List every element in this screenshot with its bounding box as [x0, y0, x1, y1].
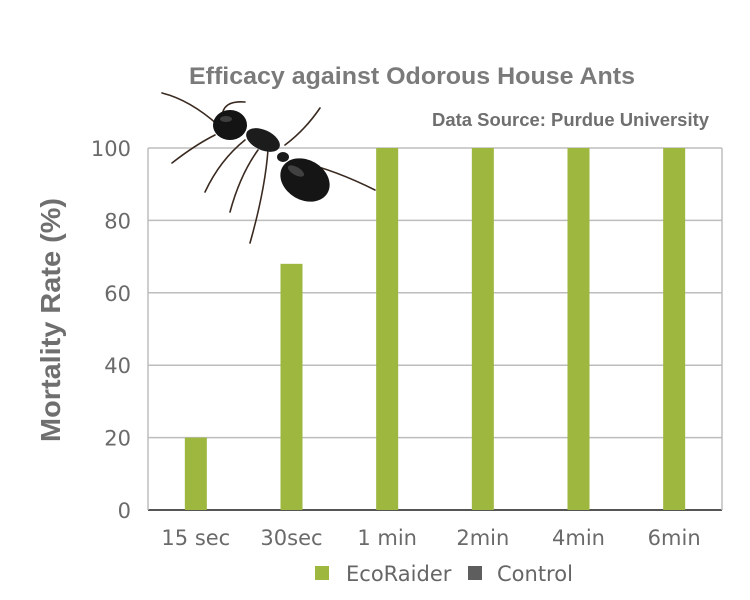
legend-label-ecoraider: EcoRaider — [346, 562, 452, 586]
chart-title: Efficacy against Odorous House Ants — [189, 63, 635, 90]
bar-ecoraider-0 — [184, 437, 207, 510]
y-tick-label: 100 — [91, 137, 131, 161]
y-axis-label: Mortality Rate (%) — [35, 198, 66, 442]
x-tick-label: 30sec — [260, 526, 322, 550]
legend: EcoRaider Control — [315, 562, 573, 586]
bar-ecoraider-5 — [663, 148, 686, 510]
y-tick-label: 40 — [104, 354, 131, 378]
bar-ecoraider-2 — [376, 148, 399, 510]
ant-image — [161, 92, 376, 244]
y-tick-label: 60 — [104, 282, 131, 306]
x-tick-label: 6min — [648, 526, 701, 550]
y-tick-label: 0 — [118, 499, 131, 523]
y-tick-label: 20 — [104, 427, 131, 451]
bars — [184, 148, 686, 510]
x-tick-label: 4min — [552, 526, 605, 550]
gridlines — [147, 147, 723, 511]
chart-subtitle: Data Source: Purdue University — [432, 110, 709, 130]
x-tick-label: 15 sec — [161, 526, 230, 550]
y-tick-labels: 0 20 40 60 80 100 — [91, 137, 131, 523]
legend-swatch-control — [468, 566, 482, 580]
bar-ecoraider-3 — [471, 148, 494, 510]
y-tick-label: 80 — [104, 209, 131, 233]
bar-ecoraider-4 — [567, 148, 590, 510]
bar-ecoraider-1 — [280, 263, 303, 510]
x-tick-labels: 15 sec 30sec 1 min 2min 4min 6min — [161, 526, 700, 550]
legend-swatch-ecoraider — [315, 566, 329, 580]
x-tick-label: 2min — [456, 526, 509, 550]
x-tick-label: 1 min — [357, 526, 417, 550]
legend-label-control: Control — [497, 562, 573, 586]
